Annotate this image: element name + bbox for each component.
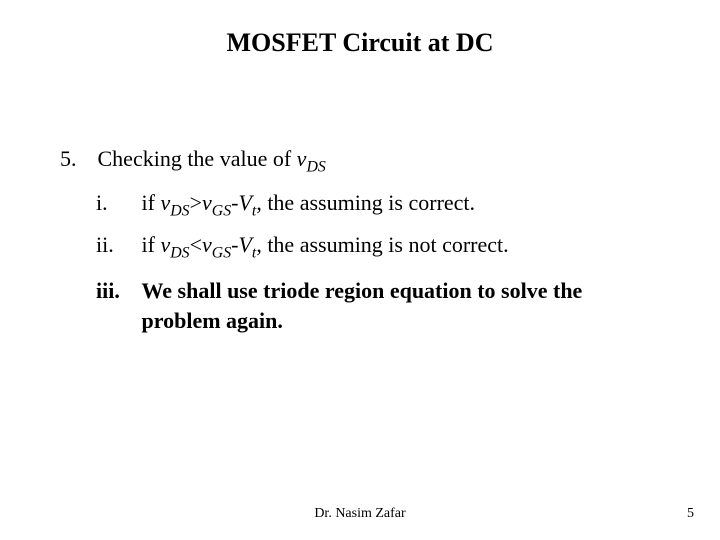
sublist-item-iii: iii. We shall use triode region equation…: [96, 276, 656, 335]
t1: if: [142, 190, 161, 215]
v2: v: [202, 190, 212, 215]
text-prefix: Checking the value of: [98, 146, 297, 171]
v1s: DS: [170, 202, 189, 219]
subtext-ii: if vDS<vGS-Vt, the assuming is not corre…: [142, 232, 642, 262]
v3: V: [238, 190, 251, 215]
t1: if: [142, 232, 161, 257]
op: <: [190, 232, 202, 257]
slide-title: MOSFET Circuit at DC: [0, 28, 720, 58]
var-v: v: [297, 146, 307, 171]
op: >: [190, 190, 202, 215]
v1: v: [160, 232, 170, 257]
t2: , the assuming is correct.: [256, 190, 475, 215]
roman-i: i.: [96, 190, 136, 216]
v1: v: [160, 190, 170, 215]
subtext-iii: We shall use triode region equation to s…: [142, 276, 642, 335]
subtext-i: if vDS>vGS-Vt, the assuming is correct.: [142, 190, 642, 220]
var-v-sub: DS: [306, 158, 325, 175]
v2s: GS: [212, 244, 231, 261]
v2s: GS: [212, 202, 231, 219]
list-item-5: 5. Checking the value of vDS: [60, 146, 660, 176]
list-index: 5.: [60, 146, 92, 172]
list-text: Checking the value of vDS: [98, 146, 326, 171]
v1s: DS: [170, 244, 189, 261]
sublist-item-ii: ii. if vDS<vGS-Vt, the assuming is not c…: [96, 232, 656, 262]
slide: MOSFET Circuit at DC 5. Checking the val…: [0, 0, 720, 540]
footer-page-number: 5: [687, 506, 694, 522]
roman-iii: iii.: [96, 276, 136, 306]
v2: v: [202, 232, 212, 257]
roman-ii: ii.: [96, 232, 136, 258]
t2: , the assuming is not correct.: [256, 232, 508, 257]
v3: V: [238, 232, 251, 257]
footer-author: Dr. Nasim Zafar: [0, 506, 720, 522]
sublist-item-i: i. if vDS>vGS-Vt, the assuming is correc…: [96, 190, 656, 220]
